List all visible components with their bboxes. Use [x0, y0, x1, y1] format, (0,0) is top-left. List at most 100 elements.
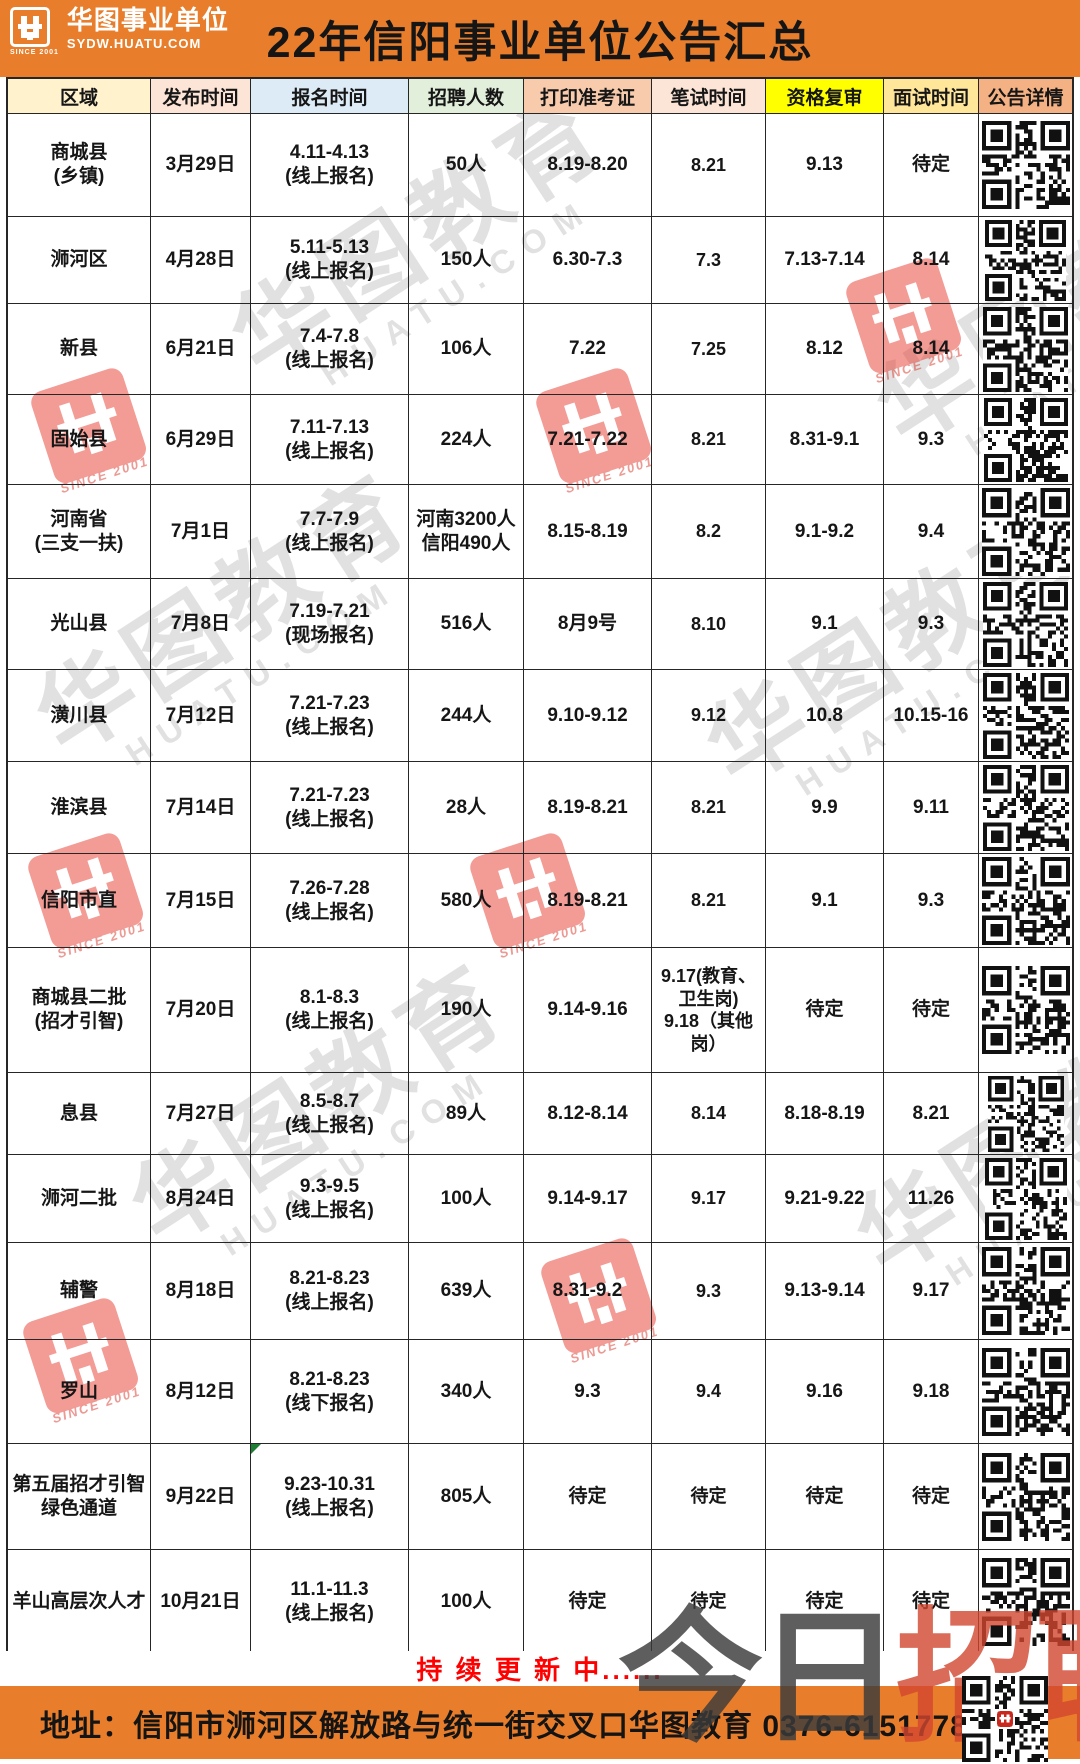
print-ticket-cell: 待定 — [524, 1550, 652, 1653]
interview-time-cell: 8.14 — [884, 304, 979, 395]
region-cell: 息县 — [8, 1073, 151, 1155]
announcement-qr-code — [979, 1073, 1072, 1155]
interview-time-cell: 待定 — [884, 948, 979, 1073]
column-header: 笔试时间 — [652, 79, 766, 114]
headcount-cell: 河南3200人 信阳490人 — [409, 485, 524, 579]
interview-time-cell: 9.4 — [884, 485, 979, 579]
written-exam-cell: 9.17 — [652, 1155, 766, 1243]
print-ticket-cell: 待定 — [524, 1444, 652, 1550]
print-ticket-cell: 7.21-7.22 — [524, 395, 652, 485]
headcount-cell: 244人 — [409, 670, 524, 762]
written-exam-cell: 待定 — [652, 1550, 766, 1653]
region-cell: 淮滨县 — [8, 762, 151, 854]
print-ticket-cell: 9.3 — [524, 1340, 652, 1444]
region-cell: 新县 — [8, 304, 151, 395]
announcement-qr-code — [979, 948, 1072, 1073]
summary-table: 区域 发布时间 报名时间 招聘人数 打印准考证 笔试时间 资格复审 面试时间 公告详情 商城县 … — [6, 77, 1074, 1655]
interview-time-cell: 待定 — [884, 114, 979, 217]
publish-date-cell: 7月1日 — [151, 485, 251, 579]
table-row: 淮滨县 7月14日 7.21-7.23 (线上报名) 28人 8.19-8.21 8.21… — [8, 762, 1072, 854]
column-header: 报名时间 — [251, 79, 409, 114]
column-header: 公告详情 — [979, 79, 1072, 114]
print-ticket-cell: 8月9号 — [524, 579, 652, 670]
print-ticket-cell: 8.19-8.21 — [524, 762, 652, 854]
signup-time-cell: 9.23-10.31 (线上报名) — [251, 1444, 409, 1550]
announcement-qr-code — [979, 304, 1072, 395]
written-exam-cell: 8.21 — [652, 854, 766, 948]
headcount-cell: 100人 — [409, 1550, 524, 1653]
table-row: 信阳市直 7月15日 7.26-7.28 (线上报名) 580人 8.19-8.21 8.… — [8, 854, 1072, 948]
top-banner: SINCE 2001 华图事业单位 SYDW.HUATU.COM 22年信阳事业… — [0, 0, 1080, 77]
table-row: 羊山高层次人才 10月21日 11.1-11.3 (线上报名) 100人 待定 待定 待定待… — [8, 1550, 1072, 1653]
page-title: 22年信阳事业单位公告汇总 — [266, 18, 814, 67]
announcement-qr-code — [979, 1444, 1072, 1550]
table-row: 息县 7月27日 8.5-8.7 (线上报名) 89人 8.12-8.14 8.14 8.1… — [8, 1073, 1072, 1155]
print-ticket-cell: 8.31-9.2 — [524, 1243, 652, 1340]
signup-time-cell: 8.1-8.3 (线上报名) — [251, 948, 409, 1073]
signup-time-cell: 7.19-7.21 (现场报名) — [251, 579, 409, 670]
headcount-cell: 150人 — [409, 217, 524, 304]
headcount-cell: 89人 — [409, 1073, 524, 1155]
signup-time-cell: 7.26-7.28 (线上报名) — [251, 854, 409, 948]
publish-date-cell: 8月18日 — [151, 1243, 251, 1340]
qualification-review-cell: 9.1 — [766, 854, 884, 948]
written-exam-cell: 8.21 — [652, 114, 766, 217]
announcement-qr-code — [979, 1550, 1072, 1653]
qualification-review-cell: 9.1-9.2 — [766, 485, 884, 579]
table-row: 第五届招才引智 绿色通道 9月22日 9.23-10.31 (线上报名) 805人 待定… — [8, 1444, 1072, 1550]
announcement-qr-code — [979, 395, 1072, 485]
written-exam-cell: 8.2 — [652, 485, 766, 579]
interview-time-cell: 9.3 — [884, 395, 979, 485]
publish-date-cell: 7月14日 — [151, 762, 251, 854]
headcount-cell: 224人 — [409, 395, 524, 485]
interview-time-cell: 待定 — [884, 1444, 979, 1550]
signup-time-cell: 8.21-8.23 (线下报名) — [251, 1340, 409, 1444]
region-cell: 商城县 (乡镇) — [8, 114, 151, 217]
region-cell: 固始县 — [8, 395, 151, 485]
interview-time-cell: 9.11 — [884, 762, 979, 854]
table-header-row: 区域 发布时间 报名时间 招聘人数 打印准考证 笔试时间 资格复审 面试时间 公告详情 — [8, 79, 1072, 114]
updating-text: 持 续 更 新 中...... — [416, 1655, 664, 1685]
interview-time-cell: 9.3 — [884, 579, 979, 670]
qualification-review-cell: 待定 — [766, 1550, 884, 1653]
headcount-cell: 50人 — [409, 114, 524, 217]
print-ticket-cell: 6.30-7.3 — [524, 217, 652, 304]
signup-time-cell: 9.3-9.5 (线上报名) — [251, 1155, 409, 1243]
publish-date-cell: 7月27日 — [151, 1073, 251, 1155]
written-exam-cell: 9.3 — [652, 1243, 766, 1340]
publish-date-cell: 7月15日 — [151, 854, 251, 948]
qualification-review-cell: 8.12 — [766, 304, 884, 395]
interview-time-cell: 9.3 — [884, 854, 979, 948]
announcement-qr-code — [979, 114, 1072, 217]
headcount-cell: 100人 — [409, 1155, 524, 1243]
announcement-qr-code — [979, 217, 1072, 304]
logo-since-text: SINCE 2001 — [10, 49, 59, 56]
qualification-review-cell: 9.13 — [766, 114, 884, 217]
region-cell: 浉河二批 — [8, 1155, 151, 1243]
written-exam-cell: 8.10 — [652, 579, 766, 670]
footer-qr-code — [962, 1676, 1048, 1762]
signup-time-cell: 5.11-5.13 (线上报名) — [251, 217, 409, 304]
signup-time-cell: 4.11-4.13 (线上报名) — [251, 114, 409, 217]
column-header: 资格复审 — [766, 79, 884, 114]
address-bar: 地址：信阳市浉河区解放路与统一街交叉口华图教育 0376-6151778 — [0, 1686, 1080, 1759]
brand-site: SYDW.HUATU.COM — [66, 36, 202, 51]
huatu-logo-icon — [10, 7, 50, 47]
publish-date-cell: 8月12日 — [151, 1340, 251, 1444]
written-exam-cell: 8.14 — [652, 1073, 766, 1155]
qualification-review-cell: 待定 — [766, 1444, 884, 1550]
announcement-qr-code — [979, 1243, 1072, 1340]
signup-time-cell: 8.21-8.23 (线上报名) — [251, 1243, 409, 1340]
table-row: 辅警 8月18日 8.21-8.23 (线上报名) 639人 8.31-9.2 9.3 9.… — [8, 1243, 1072, 1340]
interview-time-cell: 11.26 — [884, 1155, 979, 1243]
region-cell: 河南省 (三支一扶) — [8, 485, 151, 579]
bottom-strip — [0, 1759, 1080, 1764]
qualification-review-cell: 9.9 — [766, 762, 884, 854]
table-row: 商城县二批 (招才引智) 7月20日 8.1-8.3 (线上报名) 190人 9.14-… — [8, 948, 1072, 1073]
region-cell: 光山县 — [8, 579, 151, 670]
qualification-review-cell: 8.31-9.1 — [766, 395, 884, 485]
interview-time-cell: 9.18 — [884, 1340, 979, 1444]
written-exam-cell: 7.3 — [652, 217, 766, 304]
column-header: 发布时间 — [151, 79, 251, 114]
